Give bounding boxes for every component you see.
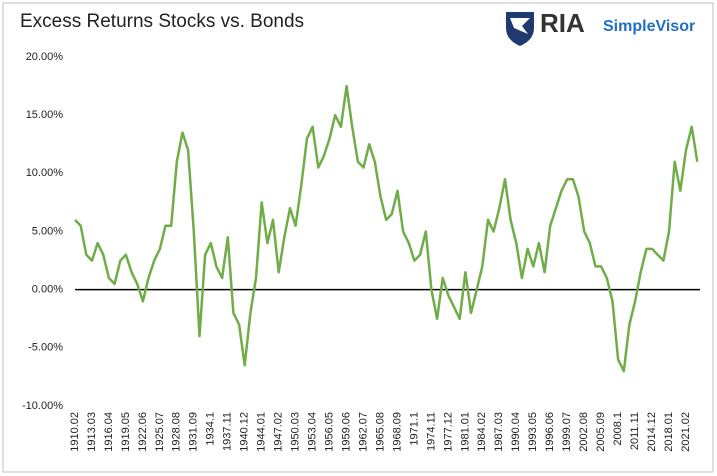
x-tick-label: 1913.03 (86, 412, 98, 452)
x-tick-label: 1962.07 (357, 412, 369, 452)
x-tick-label: 1993.05 (527, 412, 539, 452)
x-tick-label: 1947.02 (273, 412, 285, 452)
x-tick-label: 2008.1 (612, 412, 624, 446)
x-tick-label: 2014.12 (646, 412, 658, 452)
x-tick-label: 1956.05 (323, 412, 335, 452)
x-tick-label: 1944.01 (256, 412, 268, 452)
brand: RIA (540, 8, 585, 38)
x-tick-label: 1987.03 (493, 412, 505, 452)
x-tick-label: 1965.08 (374, 412, 386, 452)
x-tick-label: 1916.04 (103, 412, 115, 452)
x-tick-label: 1990.04 (510, 412, 522, 452)
x-tick-label: 1981.01 (459, 412, 471, 452)
x-tick-label: 1925.07 (154, 412, 166, 452)
x-tick-label: 1919.05 (120, 412, 132, 452)
x-tick-label: 1934.1 (205, 412, 217, 446)
y-tick-label: 10.00% (26, 167, 64, 179)
y-tick-label: 0.00% (32, 284, 63, 296)
product: SimpleVisor (603, 18, 695, 35)
x-tick-label: 1950.03 (290, 412, 302, 452)
x-tick-label: 2018.01 (663, 412, 675, 452)
x-tick-label: 1968.09 (391, 412, 403, 452)
x-tick-label: 1937.11 (222, 412, 234, 451)
x-tick-label: 1999.07 (561, 412, 573, 452)
y-tick-label: -5.00% (28, 342, 63, 354)
y-tick-label: -10.00% (22, 400, 63, 412)
x-tick-label: 1984.02 (476, 412, 488, 452)
data-line (74, 84, 699, 373)
x-tick-label: 1940.12 (239, 412, 251, 452)
y-tick-label: 15.00% (26, 109, 64, 121)
x-tick-label: 2011.11 (629, 412, 641, 450)
x-tick-label: 1974.11 (425, 412, 437, 451)
x-tick-label: 1996.06 (544, 412, 556, 452)
x-tick-label: 1971.1 (408, 412, 420, 446)
logo-eagle (510, 18, 530, 34)
x-tick-label: 1910.02 (69, 412, 81, 452)
y-tick-label: 20.00% (26, 51, 64, 63)
x-tick-label: 1931.09 (188, 412, 200, 452)
x-tick-label: 2005.09 (595, 412, 607, 452)
x-tick-label: 2021.02 (680, 412, 692, 452)
x-tick-label: 1922.06 (137, 412, 149, 452)
x-tick-label: 1928.08 (171, 412, 183, 452)
x-tick-label: 1953.04 (307, 412, 319, 452)
chart-title: Excess Returns Stocks vs. Bonds (20, 11, 304, 32)
x-tick-label: 1959.06 (340, 412, 352, 452)
x-tick-label: 2002.08 (578, 412, 590, 452)
x-tick-label: 1977.12 (442, 412, 454, 452)
y-tick-label: 5.00% (32, 225, 63, 237)
logo: RIA SimpleVisor (506, 8, 695, 46)
